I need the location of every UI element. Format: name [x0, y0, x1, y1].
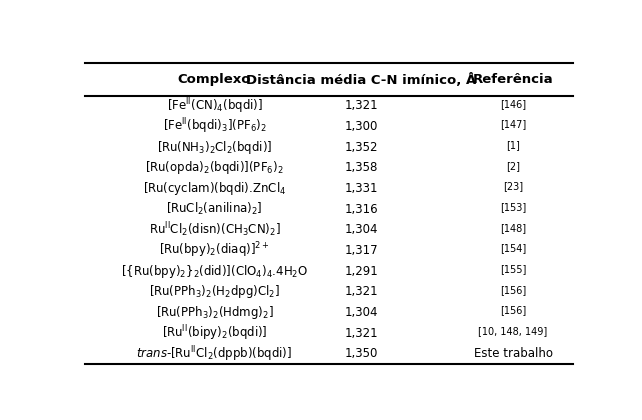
Text: [2]: [2] — [506, 161, 520, 171]
Text: [23]: [23] — [503, 181, 523, 192]
Text: 1,350: 1,350 — [345, 347, 378, 360]
Text: Distância média C-N imínico, Å: Distância média C-N imínico, Å — [247, 73, 476, 87]
Text: [Ru$^{\mathrm{II}}$(bipy)$_2$(bqdi)]: [Ru$^{\mathrm{II}}$(bipy)$_2$(bqdi)] — [162, 323, 267, 343]
Text: Complexo: Complexo — [178, 73, 251, 86]
Text: [Ru(opda)$_2$(bqdi)](PF$_6$)$_2$: [Ru(opda)$_2$(bqdi)](PF$_6$)$_2$ — [145, 160, 284, 176]
Text: [1]: [1] — [506, 140, 520, 150]
Text: 1,300: 1,300 — [345, 120, 378, 133]
Text: 1,321: 1,321 — [345, 285, 378, 298]
Text: [Ru(PPh$_3$)$_2$(H$_2$dpg)Cl$_2$]: [Ru(PPh$_3$)$_2$(H$_2$dpg)Cl$_2$] — [149, 284, 280, 300]
Text: Referência: Referência — [473, 73, 553, 86]
Text: Ru$^{\mathrm{II}}$Cl$_2$(disn)(CH$_3$CN)$_2$]: Ru$^{\mathrm{II}}$Cl$_2$(disn)(CH$_3$CN)… — [149, 220, 281, 239]
Text: 1,358: 1,358 — [345, 161, 378, 174]
Text: [10, 148, 149]: [10, 148, 149] — [478, 326, 548, 336]
Text: [{Ru(bpy)$_2$}$_2$(did)](ClO$_4$)$_4$.4H$_2$O: [{Ru(bpy)$_2$}$_2$(did)](ClO$_4$)$_4$.4H… — [121, 262, 308, 280]
Text: [Ru(bpy)$_2$(diaq)]$^{2+}$: [Ru(bpy)$_2$(diaq)]$^{2+}$ — [159, 241, 270, 260]
Text: [146]: [146] — [500, 99, 526, 109]
Text: 1,352: 1,352 — [345, 141, 378, 154]
Text: [RuCl$_2$(anilina)$_2$]: [RuCl$_2$(anilina)$_2$] — [166, 201, 263, 217]
Text: 1,291: 1,291 — [345, 265, 378, 278]
Text: $\it{trans}$-[Ru$^{\mathrm{II}}$Cl$_2$(dppb)(bqdi)]: $\it{trans}$-[Ru$^{\mathrm{II}}$Cl$_2$(d… — [137, 344, 293, 364]
Text: [154]: [154] — [500, 244, 526, 254]
Text: 1,321: 1,321 — [345, 100, 378, 113]
Text: [148]: [148] — [500, 223, 526, 233]
Text: 1,331: 1,331 — [345, 182, 378, 195]
Text: [Ru(PPh$_3$)$_2$(Hdmg)$_2$]: [Ru(PPh$_3$)$_2$(Hdmg)$_2$] — [156, 304, 273, 321]
Text: 1,304: 1,304 — [345, 223, 378, 236]
Text: 1,316: 1,316 — [345, 203, 378, 216]
Text: [155]: [155] — [500, 264, 526, 274]
Text: [Ru(cyclam)(bqdi).ZnCl$_4$: [Ru(cyclam)(bqdi).ZnCl$_4$ — [143, 180, 286, 197]
Text: [153]: [153] — [500, 202, 526, 212]
Text: [Fe$^{\mathrm{II}}$(bqdi)$_3$](PF$_6$)$_2$: [Fe$^{\mathrm{II}}$(bqdi)$_3$](PF$_6$)$_… — [162, 117, 266, 136]
Text: 1,317: 1,317 — [345, 244, 378, 257]
Text: 1,321: 1,321 — [345, 327, 378, 340]
Text: [156]: [156] — [500, 285, 526, 295]
Text: 1,304: 1,304 — [345, 306, 378, 319]
Text: Este trabalho: Este trabalho — [474, 347, 553, 360]
Text: [Fe$^{\mathrm{II}}$(CN)$_4$(bqdi)]: [Fe$^{\mathrm{II}}$(CN)$_4$(bqdi)] — [167, 96, 263, 116]
Text: [147]: [147] — [500, 120, 526, 130]
Text: [156]: [156] — [500, 305, 526, 315]
Text: [Ru(NH$_3$)$_2$Cl$_2$(bqdi)]: [Ru(NH$_3$)$_2$Cl$_2$(bqdi)] — [157, 139, 272, 156]
